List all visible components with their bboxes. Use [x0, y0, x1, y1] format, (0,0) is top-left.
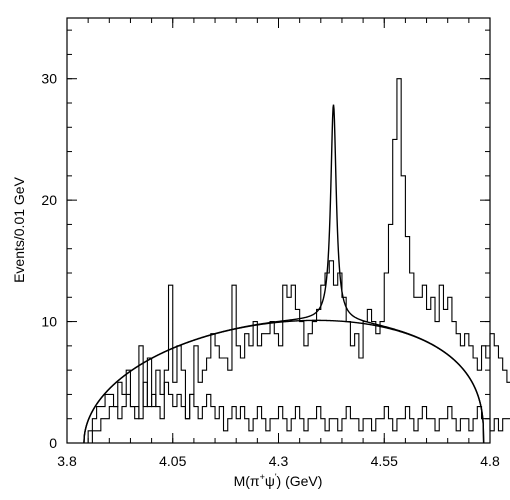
y-tick-labels: 0 10 20 30 [41, 71, 57, 451]
y-tick-label: 10 [41, 314, 57, 330]
y-tick-label: 0 [49, 435, 57, 451]
y-axis-label: Events/0.01 GeV [11, 176, 27, 283]
x-tick-label: 4.05 [159, 453, 186, 469]
y-tick-label: 30 [41, 71, 57, 87]
x-axis-label: M(π+ψ') (GeV) [234, 472, 323, 489]
data-histogram-line [87, 78, 510, 443]
total-fit-curve [83, 104, 485, 444]
x-tick-label: 4.3 [269, 453, 289, 469]
y-tick-label: 20 [41, 192, 57, 208]
sideband-histogram [88, 381, 510, 444]
background-fit-curve [83, 319, 485, 444]
x-tick-label: 4.8 [480, 453, 500, 469]
data-histogram [87, 78, 510, 443]
sideband-histogram-line [88, 381, 510, 444]
x-tick-label: 3.8 [57, 453, 77, 469]
x-tick-labels: 3.8 4.05 4.3 4.55 4.8 [57, 453, 500, 469]
x-tick-label: 4.55 [371, 453, 398, 469]
axis-ticks [66, 18, 491, 444]
